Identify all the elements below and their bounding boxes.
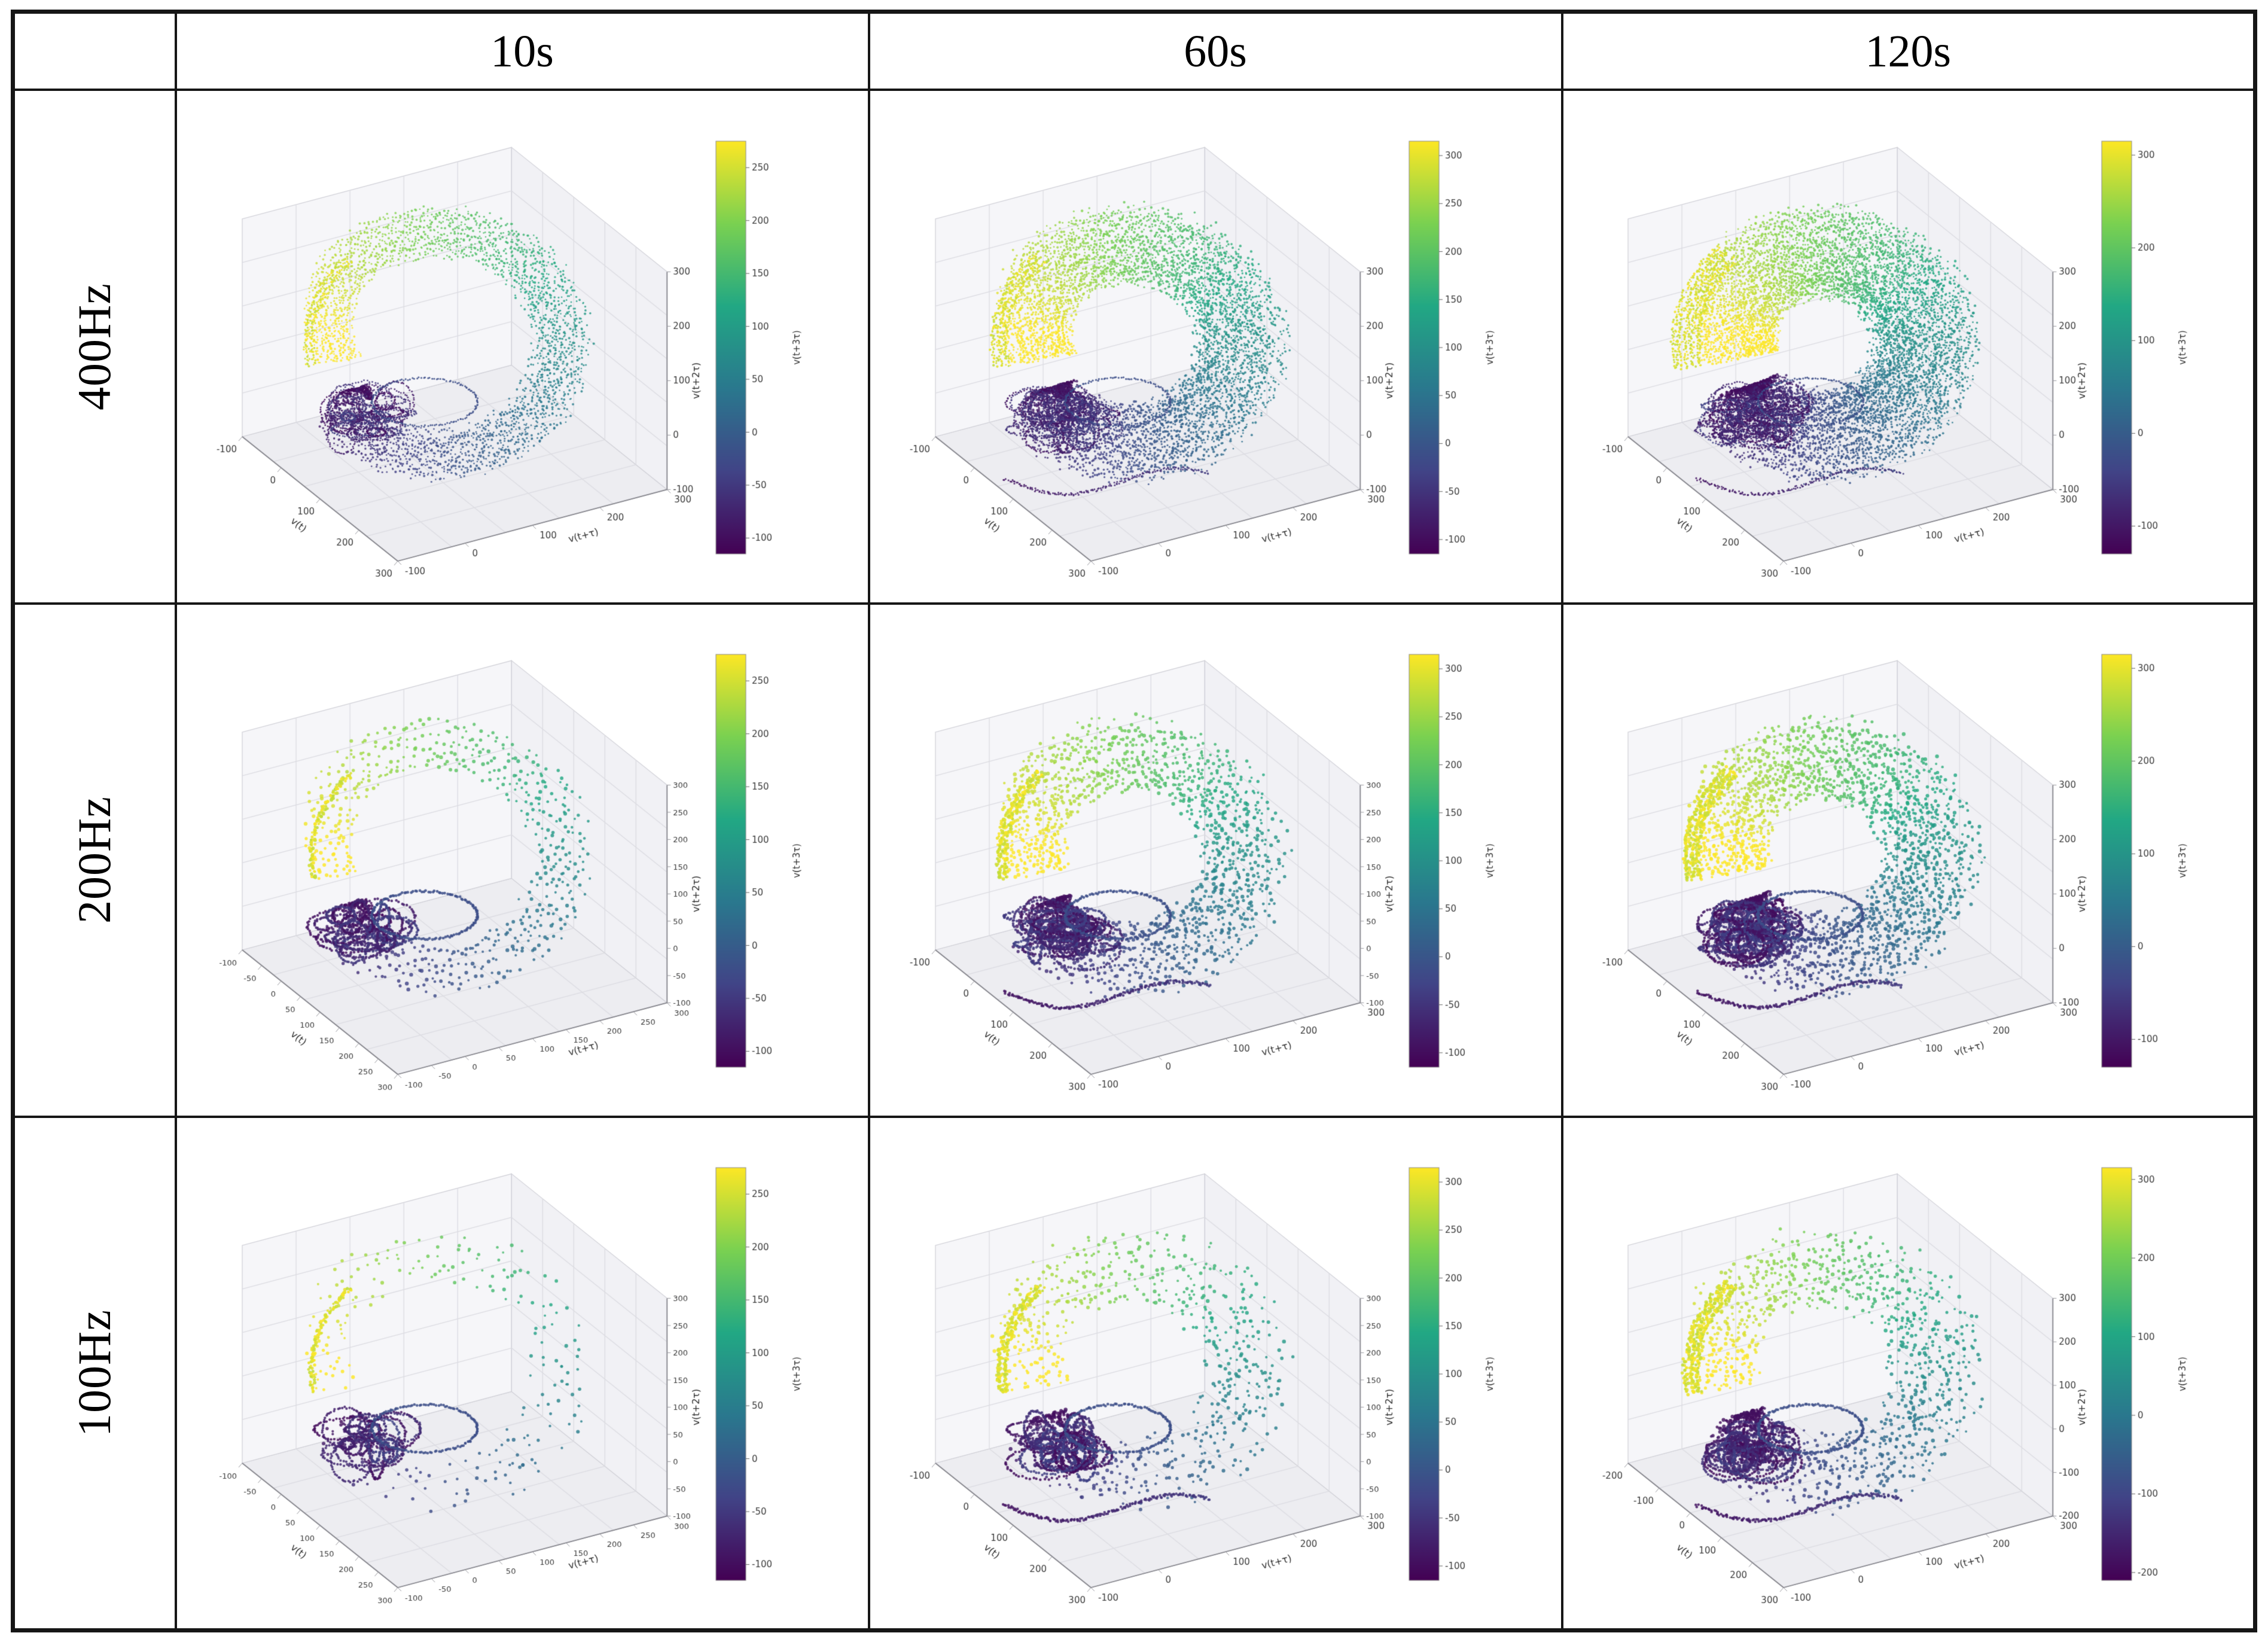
cell-400hz-10s xyxy=(174,89,870,605)
cell-100hz-60s xyxy=(867,1116,1563,1632)
row-header-400hz: 400Hz xyxy=(11,89,177,605)
phase-portrait-200hz-10s xyxy=(187,614,857,1105)
phase-portrait-100hz-120s xyxy=(1573,1128,2243,1619)
column-header-10s-label: 10s xyxy=(490,26,554,77)
row-header-100hz-label: 100Hz xyxy=(68,1309,121,1437)
row-400hz: 400Hz xyxy=(11,89,2257,605)
figure-table: 10s 60s 120s 400Hz 200Hz 100Hz xyxy=(11,10,2257,1632)
corner-cell xyxy=(11,10,177,92)
cell-200hz-10s xyxy=(174,602,870,1119)
cell-200hz-120s xyxy=(1560,602,2257,1119)
cell-400hz-120s xyxy=(1560,89,2257,605)
phase-portrait-400hz-120s xyxy=(1573,101,2243,592)
phase-portrait-100hz-10s xyxy=(187,1128,857,1619)
row-header-200hz: 200Hz xyxy=(11,602,177,1119)
row-100hz: 100Hz xyxy=(11,1116,2257,1632)
phase-portrait-400hz-10s xyxy=(187,101,857,592)
header-row: 10s 60s 120s xyxy=(11,10,2257,92)
cell-400hz-60s xyxy=(867,89,1563,605)
column-header-60s-label: 60s xyxy=(1184,26,1247,77)
phase-portrait-200hz-60s xyxy=(880,614,1550,1105)
row-header-200hz-label: 200Hz xyxy=(68,796,121,924)
phase-portrait-400hz-60s xyxy=(880,101,1550,592)
phase-portrait-100hz-60s xyxy=(880,1128,1550,1619)
column-header-60s: 60s xyxy=(867,10,1563,92)
phase-portrait-200hz-120s xyxy=(1573,614,2243,1105)
row-200hz: 200Hz xyxy=(11,602,2257,1119)
column-header-120s-label: 120s xyxy=(1865,26,1952,77)
row-header-400hz-label: 400Hz xyxy=(68,283,121,411)
cell-200hz-60s xyxy=(867,602,1563,1119)
cell-100hz-120s xyxy=(1560,1116,2257,1632)
row-header-100hz: 100Hz xyxy=(11,1116,177,1632)
column-header-10s: 10s xyxy=(174,10,870,92)
cell-100hz-10s xyxy=(174,1116,870,1632)
column-header-120s: 120s xyxy=(1560,10,2257,92)
